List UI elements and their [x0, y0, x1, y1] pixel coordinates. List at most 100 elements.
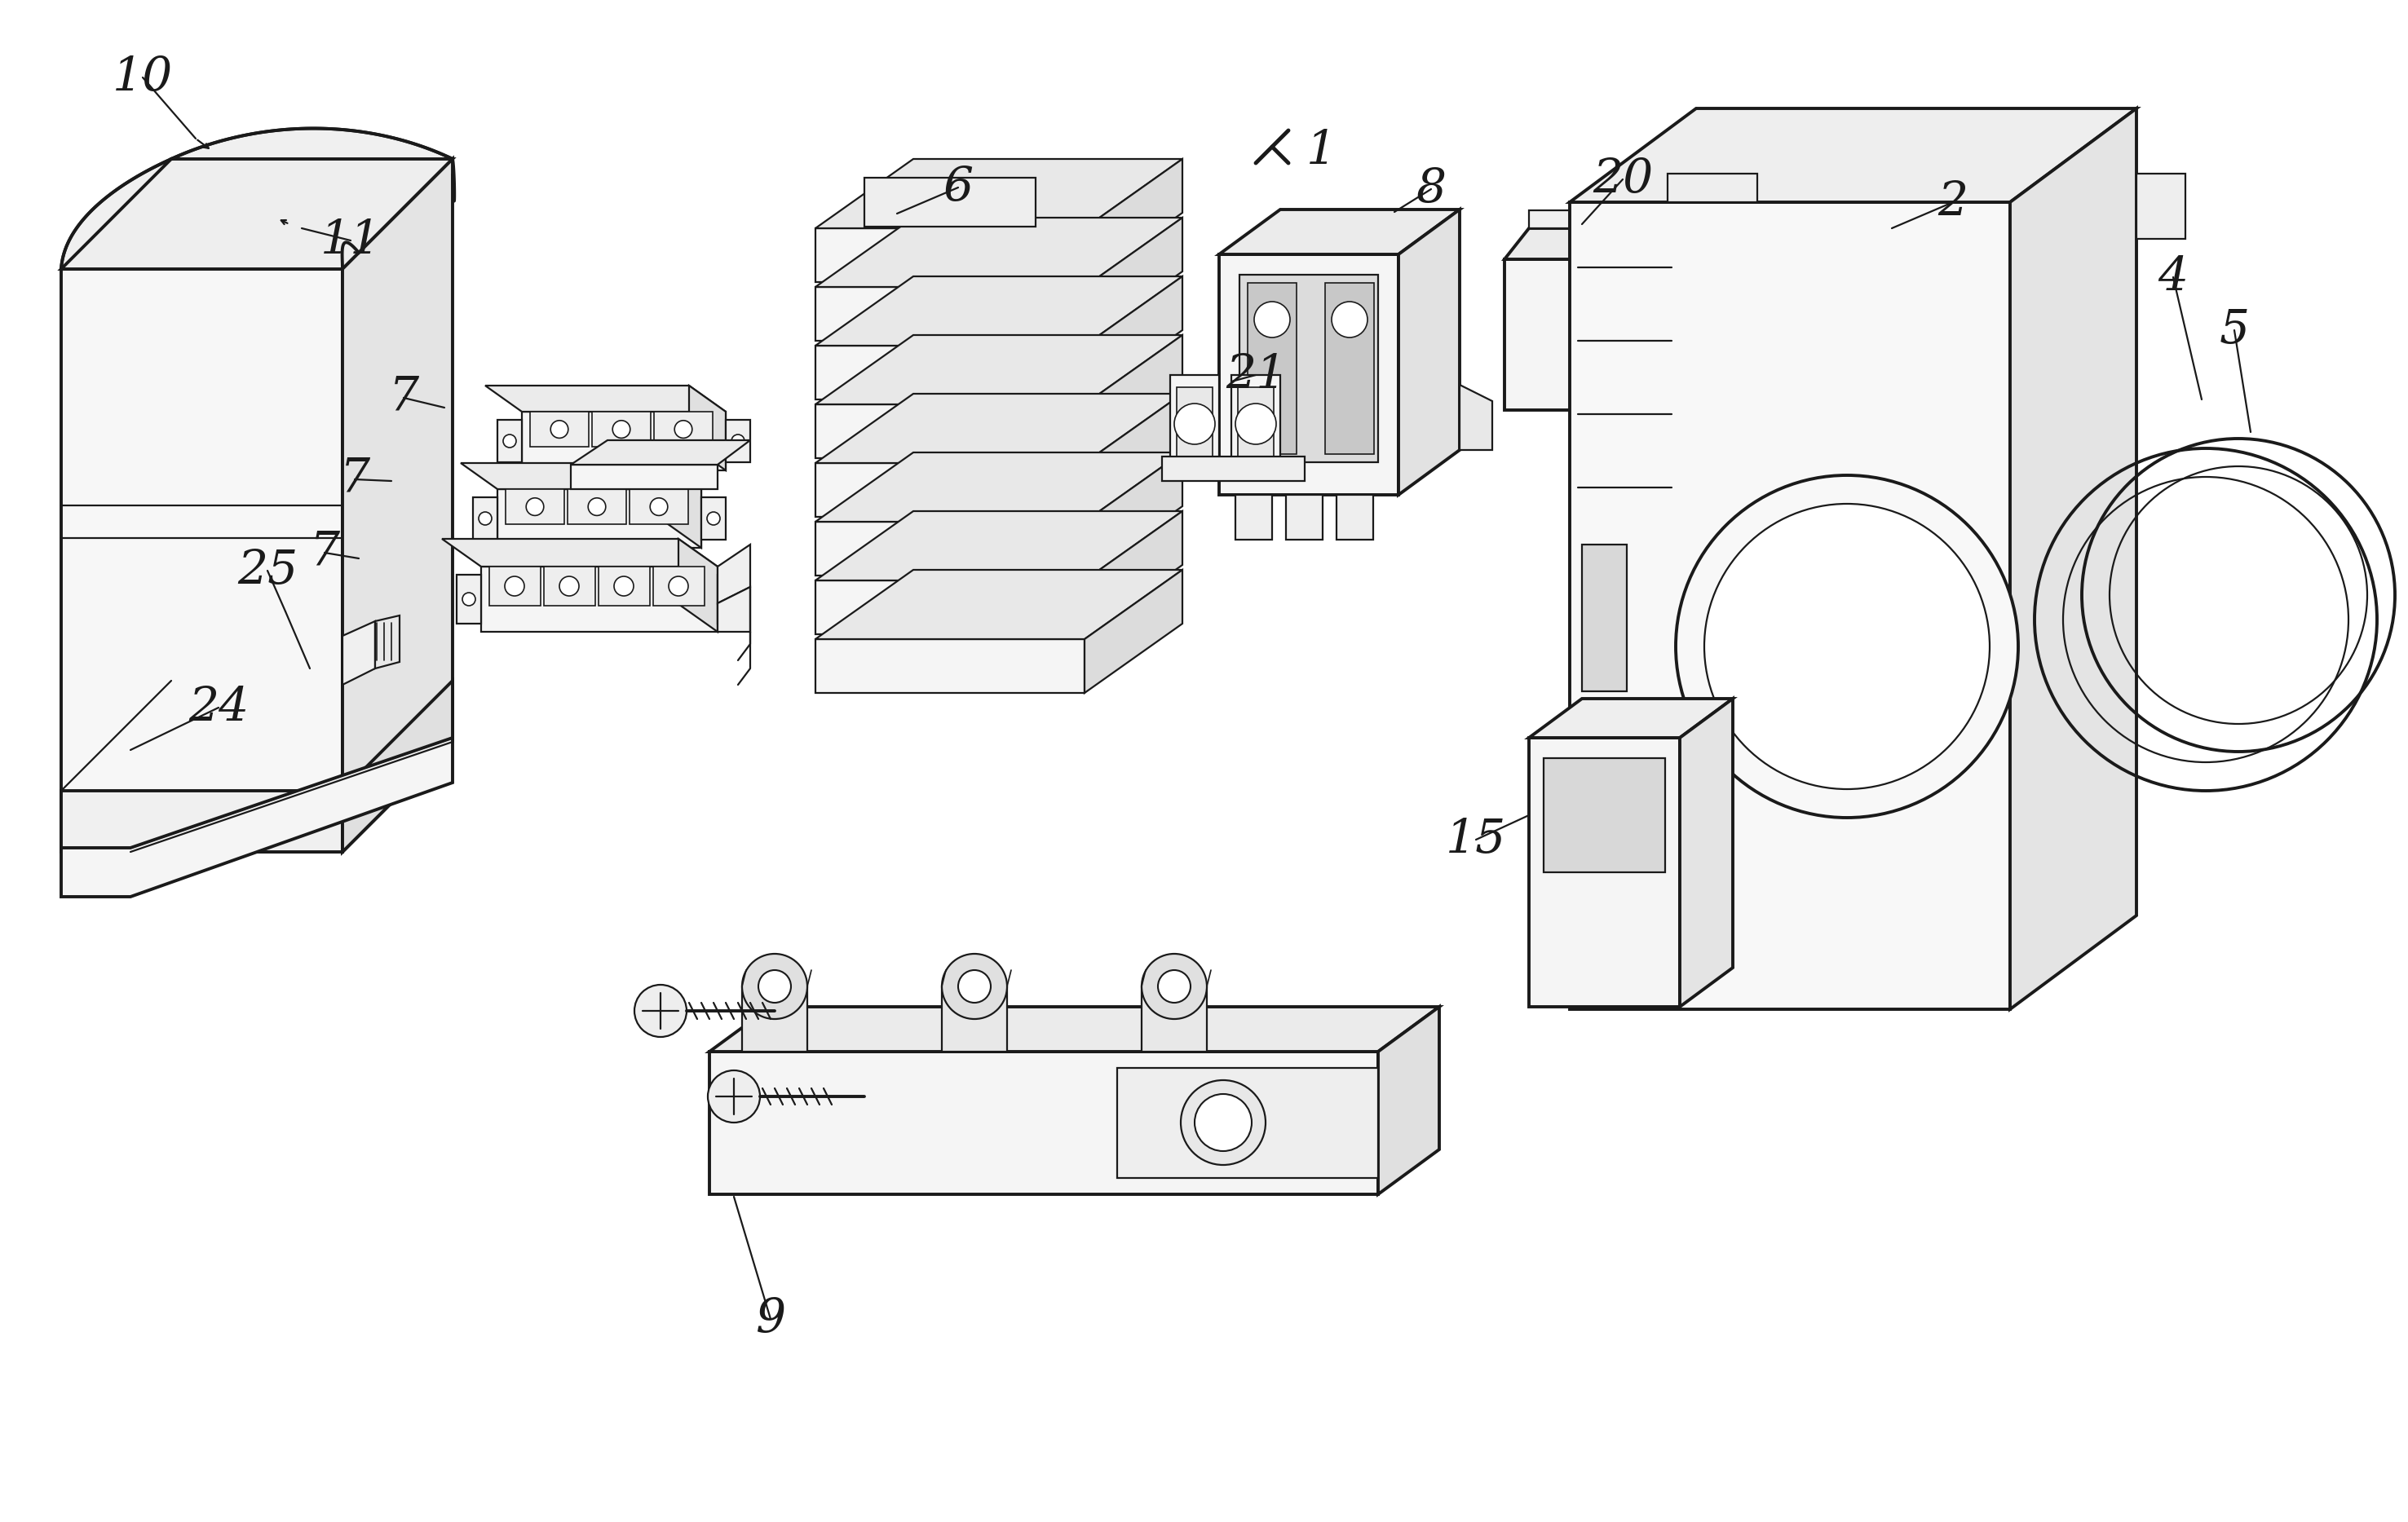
- Circle shape: [1255, 301, 1291, 338]
- Polygon shape: [1035, 289, 1076, 339]
- Polygon shape: [816, 580, 1084, 635]
- Polygon shape: [816, 277, 1182, 345]
- Polygon shape: [628, 489, 689, 525]
- Polygon shape: [1529, 210, 1570, 228]
- Circle shape: [633, 985, 686, 1036]
- Text: 20: 20: [1592, 157, 1652, 202]
- Polygon shape: [942, 986, 1007, 1052]
- Polygon shape: [1459, 385, 1493, 451]
- Polygon shape: [60, 738, 453, 896]
- Text: 8: 8: [1416, 166, 1447, 212]
- Polygon shape: [1084, 158, 1182, 282]
- Polygon shape: [816, 405, 1084, 458]
- Polygon shape: [816, 639, 1084, 693]
- Text: 2: 2: [1938, 180, 1967, 225]
- Text: 21: 21: [1226, 352, 1286, 399]
- Polygon shape: [1117, 1068, 1377, 1178]
- Polygon shape: [1570, 108, 2136, 202]
- Polygon shape: [1377, 1006, 1440, 1195]
- Polygon shape: [60, 791, 342, 852]
- Polygon shape: [482, 566, 718, 632]
- Polygon shape: [816, 335, 1182, 405]
- Polygon shape: [816, 522, 1084, 575]
- Polygon shape: [1084, 511, 1182, 635]
- Circle shape: [674, 420, 691, 438]
- Polygon shape: [742, 986, 807, 1052]
- Polygon shape: [544, 566, 595, 606]
- Polygon shape: [600, 566, 650, 606]
- Polygon shape: [1336, 495, 1373, 540]
- Polygon shape: [718, 545, 751, 603]
- Polygon shape: [710, 1052, 1377, 1195]
- Polygon shape: [816, 569, 1182, 639]
- Circle shape: [1194, 1094, 1252, 1151]
- Polygon shape: [472, 498, 498, 540]
- Text: 7: 7: [308, 530, 340, 575]
- Text: 10: 10: [113, 55, 173, 100]
- Text: 11: 11: [320, 218, 380, 263]
- Circle shape: [650, 498, 667, 516]
- Polygon shape: [1170, 374, 1218, 473]
- Polygon shape: [460, 463, 701, 489]
- Polygon shape: [60, 158, 453, 269]
- Circle shape: [1235, 403, 1276, 444]
- Polygon shape: [1529, 738, 1681, 1006]
- Circle shape: [1332, 301, 1368, 338]
- Polygon shape: [816, 345, 1084, 399]
- Polygon shape: [710, 1006, 1440, 1052]
- Polygon shape: [864, 178, 1035, 227]
- Polygon shape: [443, 539, 718, 566]
- Polygon shape: [1084, 218, 1182, 341]
- Polygon shape: [1084, 452, 1182, 575]
- Text: 5: 5: [2220, 307, 2249, 353]
- Polygon shape: [1505, 228, 1601, 259]
- Polygon shape: [1084, 569, 1182, 693]
- Polygon shape: [1218, 210, 1459, 254]
- Polygon shape: [571, 464, 718, 489]
- Circle shape: [942, 954, 1007, 1020]
- Circle shape: [742, 954, 807, 1020]
- Polygon shape: [1577, 228, 1601, 409]
- Circle shape: [669, 577, 689, 597]
- Polygon shape: [506, 489, 563, 525]
- Text: 25: 25: [238, 548, 299, 594]
- Polygon shape: [1544, 758, 1666, 872]
- Polygon shape: [653, 566, 706, 606]
- Polygon shape: [816, 452, 1182, 522]
- Polygon shape: [1570, 202, 2011, 1009]
- Polygon shape: [2136, 174, 2186, 239]
- Polygon shape: [592, 411, 650, 447]
- Polygon shape: [1681, 699, 1734, 1006]
- Text: 6: 6: [944, 164, 973, 210]
- Text: 9: 9: [756, 1295, 785, 1342]
- Polygon shape: [489, 566, 542, 606]
- Circle shape: [462, 592, 474, 606]
- Polygon shape: [1529, 699, 1734, 738]
- Polygon shape: [816, 218, 1182, 288]
- Circle shape: [958, 970, 990, 1003]
- Polygon shape: [816, 158, 1182, 228]
- Polygon shape: [498, 420, 523, 463]
- Polygon shape: [1240, 275, 1377, 463]
- Text: 15: 15: [1445, 817, 1507, 863]
- Circle shape: [732, 434, 744, 447]
- Polygon shape: [679, 539, 718, 632]
- Circle shape: [551, 420, 568, 438]
- Circle shape: [1158, 970, 1190, 1003]
- Text: 7: 7: [340, 457, 371, 502]
- Polygon shape: [1399, 210, 1459, 495]
- Text: 24: 24: [188, 685, 248, 731]
- Polygon shape: [484, 385, 725, 411]
- Polygon shape: [458, 575, 482, 624]
- Circle shape: [588, 498, 607, 516]
- Polygon shape: [1324, 283, 1375, 454]
- Polygon shape: [60, 128, 453, 269]
- Circle shape: [503, 434, 515, 447]
- Polygon shape: [816, 228, 1084, 282]
- Polygon shape: [376, 615, 400, 668]
- Polygon shape: [342, 621, 376, 685]
- Polygon shape: [816, 288, 1084, 341]
- Polygon shape: [665, 463, 701, 548]
- Circle shape: [1141, 954, 1206, 1020]
- Circle shape: [506, 577, 525, 597]
